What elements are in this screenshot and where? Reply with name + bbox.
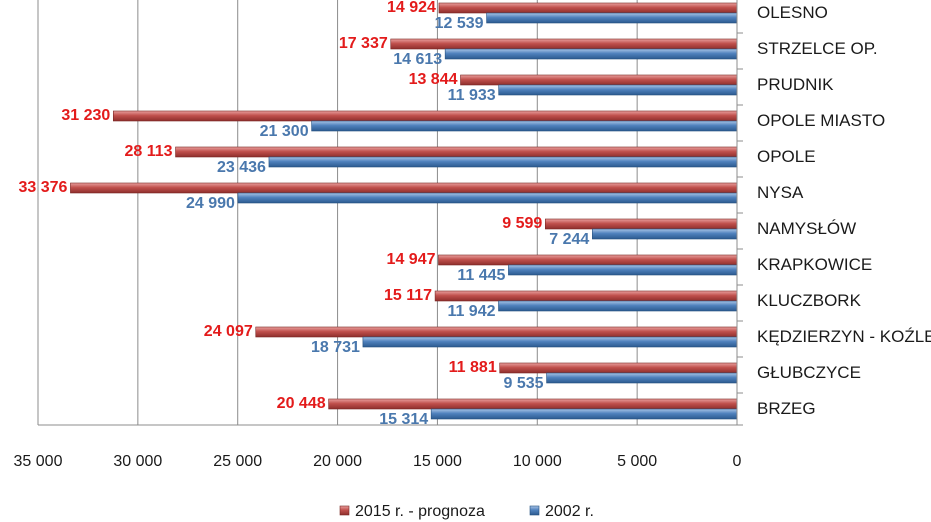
bar-2015 [434, 290, 738, 302]
data-label-2015: 11 881 [449, 359, 497, 376]
data-label-2015: 24 097 [204, 323, 253, 340]
data-label-2002: 11 942 [447, 303, 495, 320]
category-label: KRAPKOWICE [757, 255, 872, 274]
bar-2002 [508, 264, 738, 276]
category-label: OPOLE [757, 147, 816, 166]
bar-2015 [175, 146, 738, 158]
category-label: STRZELCE OP. [757, 39, 878, 58]
bar-2015 [390, 38, 738, 50]
data-label-2015: 14 947 [387, 251, 436, 268]
legend-label: 2002 r. [545, 503, 594, 520]
legend-swatch [529, 505, 540, 516]
category-label: NYSA [757, 183, 804, 202]
bar-2002 [311, 120, 738, 132]
bars [70, 2, 738, 420]
data-label-2015: 15 117 [384, 287, 432, 304]
legend-item-2002: 2002 r. [529, 503, 594, 520]
data-label-2015: 28 113 [124, 143, 172, 160]
bar-2002 [362, 336, 738, 348]
bar-2015 [255, 326, 738, 338]
category-label: KLUCZBORK [757, 291, 862, 310]
bar-2002 [498, 84, 738, 96]
data-label-2015: 9 599 [502, 215, 542, 232]
bar-2002 [498, 300, 738, 312]
bar-2015 [438, 254, 738, 266]
legend-item-2015: 2015 r. - prognoza [339, 503, 485, 520]
bar-2002 [546, 372, 738, 384]
x-tick-label: 10 000 [513, 453, 562, 470]
bar-2015 [328, 398, 738, 410]
data-label-2015: 20 448 [277, 395, 326, 412]
data-label-2015: 14 924 [387, 0, 436, 16]
data-label-2002: 14 613 [393, 51, 442, 68]
x-tick-label: 5 000 [617, 453, 657, 470]
gridlines [37, 0, 738, 425]
data-label-2015: 33 376 [18, 179, 67, 196]
data-label-2002: 23 436 [217, 159, 266, 176]
x-tick-labels: 35 000 30 000 25 000 20 000 15 000 10 000 5 00… [14, 453, 742, 470]
bar-2002 [430, 408, 738, 420]
legend-label: 2015 r. - prognoza [355, 503, 485, 520]
x-tick-label: 20 000 [313, 453, 362, 470]
data-label-2002: 9 535 [504, 375, 544, 392]
data-label-2015: 31 230 [61, 107, 110, 124]
legend-swatch [339, 505, 350, 516]
category-label: PRUDNIK [757, 75, 834, 94]
axes [38, 0, 743, 426]
bar-2002 [444, 48, 738, 60]
x-tick-label: 15 000 [413, 453, 462, 470]
category-labels: OLESNO STRZELCE OP. PRUDNIK OPOLE MIASTO OPO… [757, 3, 931, 418]
bar-2002 [592, 228, 738, 240]
bar-2002 [486, 12, 738, 24]
data-label-2002: 11 445 [457, 267, 505, 284]
bar-2015 [438, 2, 738, 14]
bar-2015 [70, 182, 738, 194]
data-label-2015: 13 844 [409, 71, 458, 88]
legend: 2015 r. - prognoza 2002 r. [339, 503, 594, 520]
x-tick-label: 25 000 [213, 453, 262, 470]
bar-2002 [268, 156, 738, 168]
bar-2015 [499, 362, 738, 374]
bar-2002 [237, 192, 738, 204]
data-label-2002: 24 990 [186, 195, 235, 212]
data-label-2002: 21 300 [260, 123, 309, 140]
category-label: KĘDZIERZYN - KOŹLE [757, 327, 931, 346]
x-tick-label: 0 [733, 453, 742, 470]
data-label-2002: 7 244 [549, 231, 589, 248]
x-tick-label: 30 000 [113, 453, 162, 470]
category-label: OPOLE MIASTO [757, 111, 885, 130]
data-label-2002: 18 731 [311, 339, 360, 356]
data-label-2002: 15 314 [379, 411, 428, 428]
data-label-2015: 17 337 [339, 35, 388, 52]
bar-2015 [544, 218, 738, 230]
data-label-2002: 12 539 [435, 15, 484, 32]
category-label: GŁUBCZYCE [757, 363, 861, 382]
data-label-2002: 11 933 [448, 87, 496, 104]
category-label: NAMYSŁÓW [757, 219, 856, 238]
x-tick-label: 35 000 [14, 453, 63, 470]
bar-2015 [112, 110, 738, 122]
category-label: BRZEG [757, 399, 816, 418]
bar-2015 [460, 74, 738, 86]
category-label: OLESNO [757, 3, 828, 22]
